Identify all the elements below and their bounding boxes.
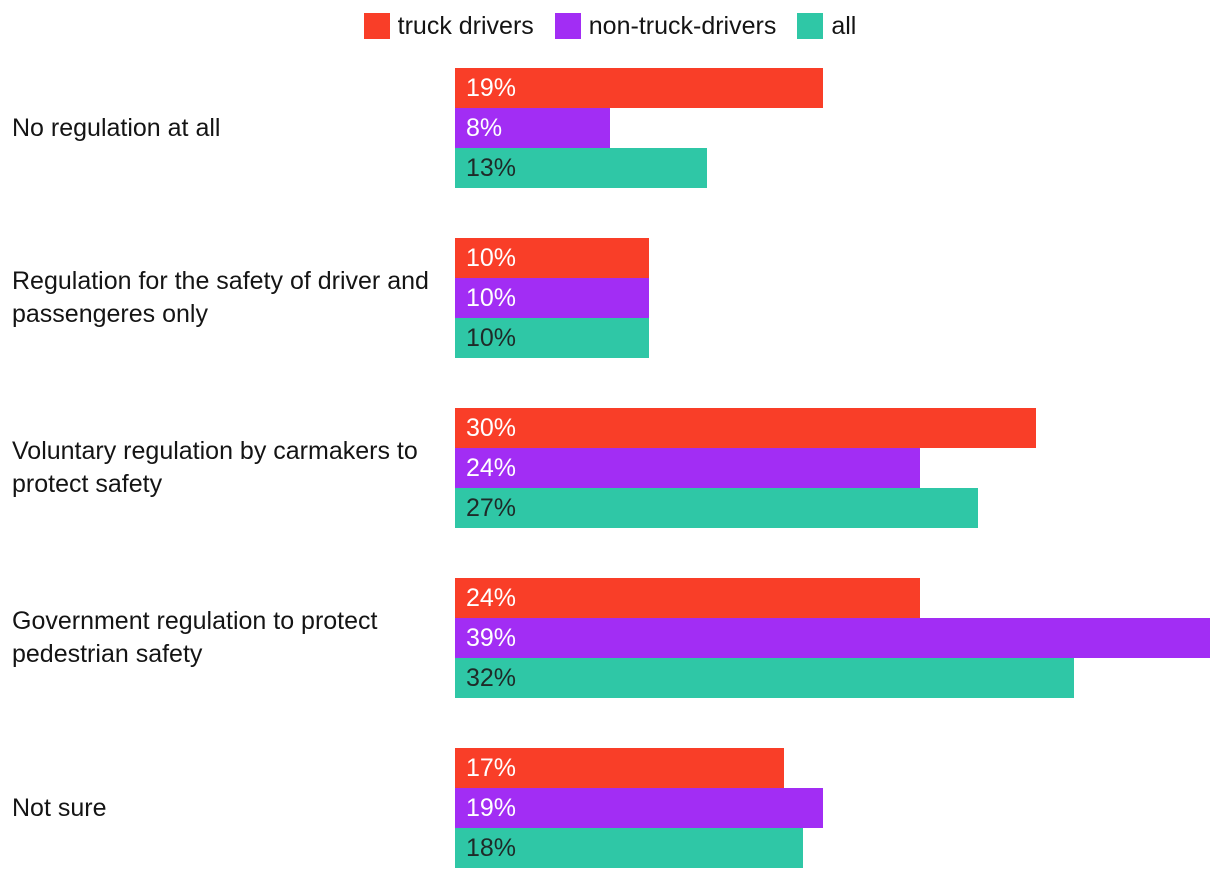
bar-value-label: 13% bbox=[466, 153, 517, 182]
chart-row-voluntary-regulation: Voluntary regulation by carmakers to pro… bbox=[0, 408, 1220, 528]
chart-row-driver-passenger-safety: Regulation for the safety of driver and … bbox=[0, 238, 1220, 358]
legend-label-non-truck-drivers: non-truck-drivers bbox=[588, 12, 777, 40]
legend-label-truck-drivers: truck drivers bbox=[397, 12, 534, 40]
bar-all: 27% bbox=[455, 488, 978, 528]
bar-non-truck-drivers: 19% bbox=[455, 788, 823, 828]
bar-value-label: 24% bbox=[466, 583, 517, 612]
category-label: Voluntary regulation by carmakers to pro… bbox=[12, 437, 418, 498]
bar-value-label: 24% bbox=[466, 453, 517, 482]
bar-value-label: 8% bbox=[466, 113, 503, 142]
bar-truck-drivers: 30% bbox=[455, 408, 1036, 448]
legend-item-truck-drivers: truck drivers bbox=[363, 12, 534, 40]
chart-row-not-sure: Not sure 17% 19% 18% bbox=[0, 748, 1220, 868]
bar-all: 32% bbox=[455, 658, 1075, 698]
bar-group: 30% 24% 27% bbox=[455, 408, 1220, 528]
bar-non-truck-drivers: 8% bbox=[455, 108, 610, 148]
bar-value-label: 17% bbox=[466, 753, 517, 782]
bar-value-label: 27% bbox=[466, 493, 517, 522]
bar-value-label: 19% bbox=[466, 73, 517, 102]
legend-swatch-non-truck-drivers bbox=[554, 13, 581, 39]
bar-truck-drivers: 24% bbox=[455, 578, 920, 618]
bar-truck-drivers: 19% bbox=[455, 68, 823, 108]
category-label: Regulation for the safety of driver and … bbox=[12, 267, 429, 328]
bar-value-label: 30% bbox=[466, 413, 517, 442]
bar-truck-drivers: 17% bbox=[455, 748, 785, 788]
bar-non-truck-drivers: 39% bbox=[455, 618, 1210, 658]
bar-value-label: 18% bbox=[466, 833, 517, 862]
bar-all: 18% bbox=[455, 828, 804, 868]
legend-item-non-truck-drivers: non-truck-drivers bbox=[554, 12, 777, 40]
legend-item-all: all bbox=[797, 13, 856, 39]
chart-body: No regulation at all 19% 8% 13% Regulati… bbox=[0, 68, 1220, 868]
legend-swatch-truck-drivers bbox=[363, 13, 390, 39]
bar-value-label: 32% bbox=[466, 663, 517, 692]
bar-group: 19% 8% 13% bbox=[455, 68, 1220, 188]
bar-value-label: 19% bbox=[466, 793, 517, 822]
legend-swatch-all bbox=[797, 13, 824, 39]
category-label: No regulation at all bbox=[12, 113, 221, 142]
bar-non-truck-drivers: 10% bbox=[455, 278, 649, 318]
bar-non-truck-drivers: 24% bbox=[455, 448, 920, 488]
chart-legend: truck drivers non-truck-drivers all bbox=[0, 13, 1220, 39]
bar-group: 24% 39% 32% bbox=[455, 578, 1220, 698]
grouped-bar-chart: truck drivers non-truck-drivers all No r… bbox=[0, 13, 1220, 880]
bar-value-label: 10% bbox=[466, 283, 517, 312]
bar-value-label: 10% bbox=[466, 243, 517, 272]
bar-group: 17% 19% 18% bbox=[455, 748, 1220, 868]
chart-row-government-regulation: Government regulation to protect pedestr… bbox=[0, 578, 1220, 698]
bar-all: 10% bbox=[455, 318, 649, 358]
bar-value-label: 39% bbox=[466, 623, 517, 652]
bar-group: 10% 10% 10% bbox=[455, 238, 1220, 358]
legend-label-all: all bbox=[831, 12, 857, 40]
bar-truck-drivers: 10% bbox=[455, 238, 649, 278]
category-label: Government regulation to protect pedestr… bbox=[12, 607, 378, 668]
bar-value-label: 10% bbox=[466, 323, 517, 352]
chart-row-no-regulation: No regulation at all 19% 8% 13% bbox=[0, 68, 1220, 188]
category-label: Not sure bbox=[12, 793, 107, 822]
bar-all: 13% bbox=[455, 148, 707, 188]
